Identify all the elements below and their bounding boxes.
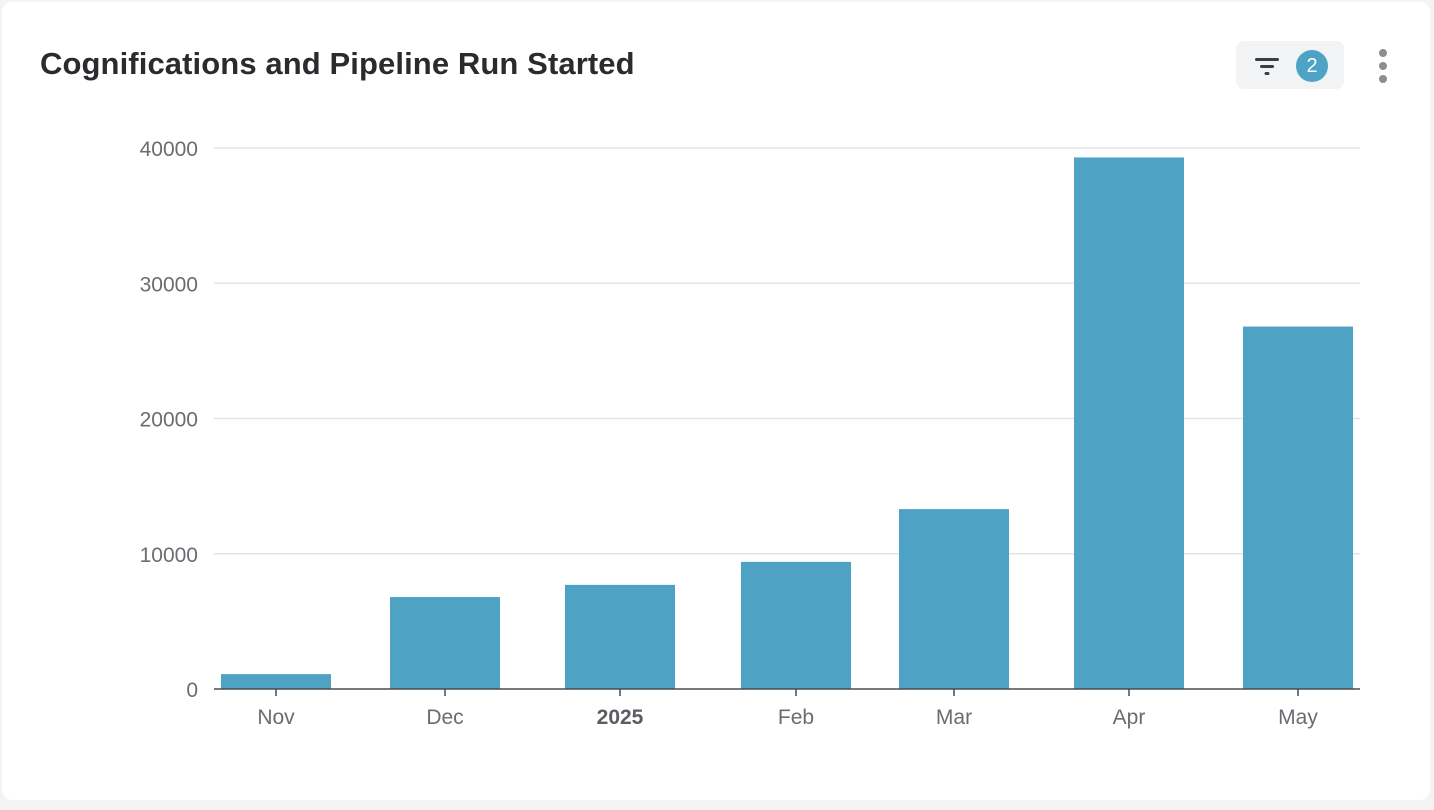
more-vertical-icon: [1379, 49, 1387, 57]
x-tick-label: Feb: [778, 706, 814, 729]
x-tick-label: Apr: [1113, 706, 1146, 729]
x-tick-label: 2025: [597, 706, 644, 729]
x-tick-label: Dec: [426, 706, 463, 729]
bar-dec: [390, 597, 500, 689]
y-tick-label: 20000: [140, 409, 198, 432]
more-vertical-icon: [1379, 62, 1387, 70]
bar-apr: [1074, 157, 1184, 689]
bar-nov: [221, 674, 331, 689]
y-tick-label: 0: [186, 679, 198, 702]
y-tick-label: 30000: [140, 273, 198, 296]
chart-title: Cognifications and Pipeline Run Started: [40, 46, 635, 81]
x-tick-label: May: [1278, 706, 1318, 729]
bar-mar: [899, 509, 1009, 689]
bar-may: [1243, 326, 1353, 689]
filter-button[interactable]: 2: [1236, 41, 1344, 89]
bar-2025: [565, 584, 675, 689]
more-vertical-icon: [1379, 75, 1387, 83]
x-tick-label: Mar: [936, 706, 972, 729]
filter-count-badge: 2: [1296, 50, 1328, 82]
y-tick-label: 40000: [140, 138, 198, 161]
x-tick-label: Nov: [257, 706, 295, 729]
filter-icon: [1255, 58, 1279, 75]
bar-feb: [741, 561, 851, 689]
y-tick-label: 10000: [140, 544, 198, 567]
more-options-button[interactable]: [1368, 46, 1398, 86]
